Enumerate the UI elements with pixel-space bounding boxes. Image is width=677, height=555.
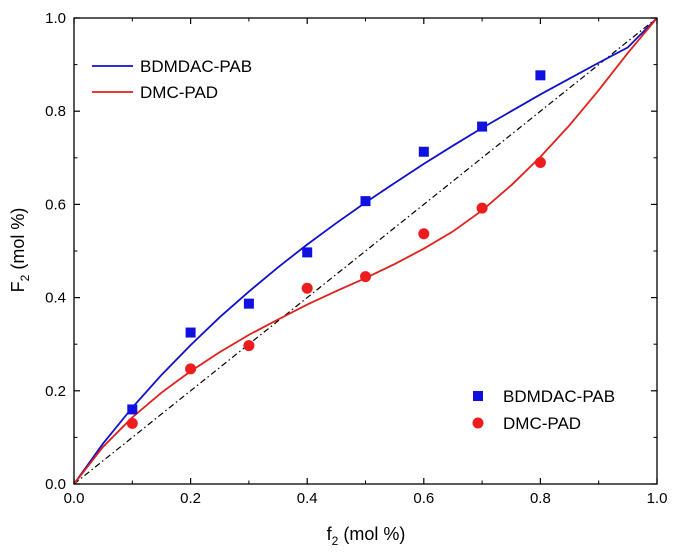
data-point-square-7 [535,70,546,81]
legends: BDMDAC-PAB DMC-PAD BDMDAC-PAB DMC-PAD [92,57,615,433]
legend-line-label-0: BDMDAC-PAB [140,57,252,76]
data-point-square-6 [477,121,488,132]
y-tick-label-4: 0.8 [45,103,66,120]
y-axis-title-sub: 2 [18,274,32,281]
data-point-circle-2 [243,340,255,352]
y-tick-label-3: 0.6 [45,196,66,213]
x-axis-title-unit: (mol %) [338,524,405,544]
x-tick-label-2: 0.4 [297,490,318,507]
y-tick-label-0: 0.0 [45,476,66,493]
axes: 0.0 0.2 0.4 0.6 0.8 1.0 0.0 0.2 0.4 0.6 0.8 1.0 [45,10,667,507]
x-tick-label-5: 1.0 [647,490,668,507]
data-point-square-4 [360,196,371,207]
data-point-circle-1 [185,363,197,375]
plot-area [73,17,658,485]
y-tick-label-5: 1.0 [45,10,66,27]
y-tick-label-2: 0.4 [45,290,66,307]
legend-marker-label-1: DMC-PAD [503,414,581,433]
y-axis-title: F2 (mol %) [8,208,32,293]
data-point-circle-5 [418,228,430,240]
data-point-square-3 [302,247,313,258]
legend-marker-swatch-0 [473,391,483,401]
x-tick-label-3: 0.6 [413,490,434,507]
data-point-square-0 [127,404,138,415]
data-point-circle-0 [126,417,138,429]
y-axis-title-unit: (mol %) [8,208,28,275]
legend-marker-swatch-1 [472,417,484,429]
x-tick-label-0: 0.0 [64,490,85,507]
data-point-square-1 [185,327,196,338]
data-point-circle-4 [360,271,371,283]
x-axis-title-sub: 2 [332,534,339,548]
data-point-square-5 [418,146,429,157]
legend-marker-label-0: BDMDAC-PAB [503,387,615,406]
data-point-circle-7 [534,156,546,168]
y-axis-title-main: F [8,281,28,292]
x-axis-title: f2 (mol %) [327,524,406,548]
data-point-circle-3 [301,282,313,294]
x-tick-label-4: 0.8 [530,490,551,507]
data-point-circle-6 [476,202,488,214]
x-axis-title-main: f [327,524,333,544]
data-point-square-2 [243,298,254,309]
x-tick-label-1: 0.2 [180,490,201,507]
legend-line-label-1: DMC-PAD [140,83,218,102]
y-tick-label-1: 0.2 [45,383,66,400]
reference-line [73,17,658,485]
